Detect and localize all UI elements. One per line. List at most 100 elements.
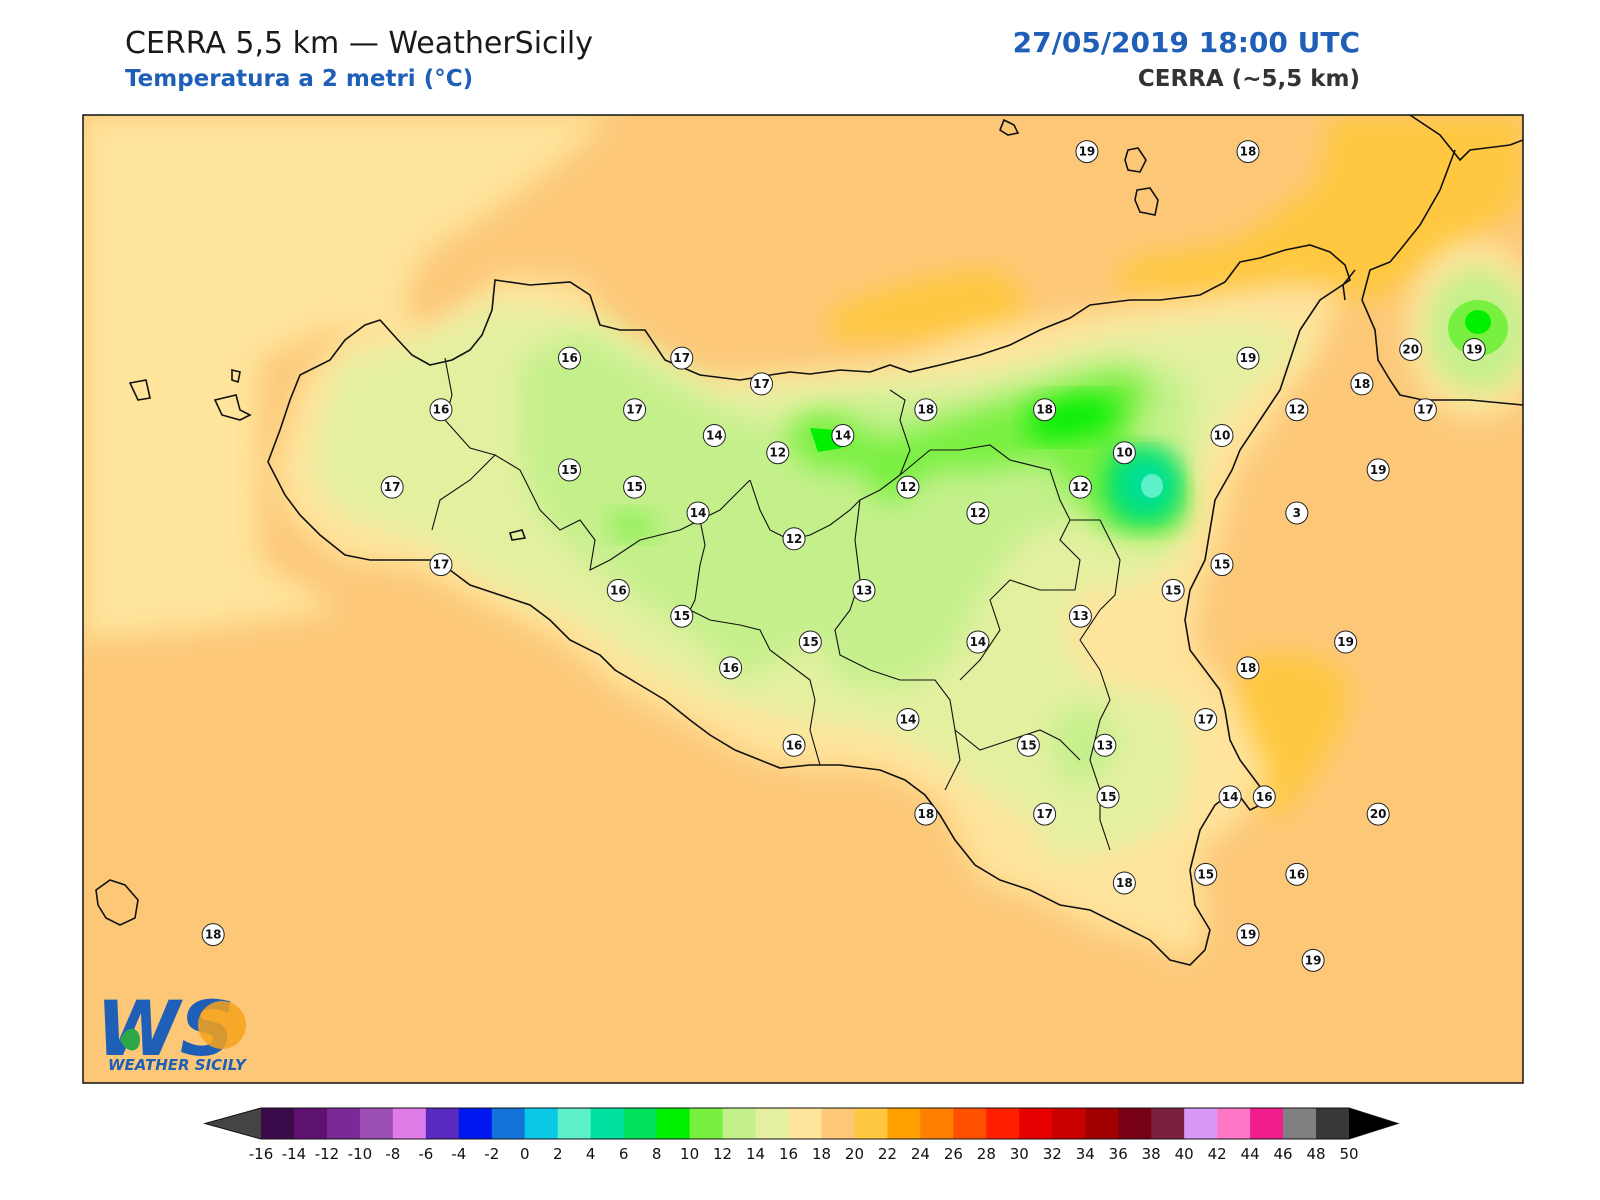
station-value: 15 (802, 635, 819, 649)
station-value: 19 (1240, 351, 1257, 365)
station-value: 16 (433, 403, 450, 417)
colorbar-tick-label: 26 (944, 1145, 963, 1163)
colorbar-tick-label: 50 (1339, 1145, 1358, 1163)
station-marker: 15 (1194, 862, 1218, 886)
station-marker: 18 (1112, 871, 1136, 895)
colorbar-tick-label: -8 (385, 1145, 400, 1163)
station-value: 18 (1240, 661, 1257, 675)
colorbar-tick-label: -14 (282, 1145, 307, 1163)
colorbar: -16 -14 -12 -10 -8 -6 -4 -2 0 2 4 6 8 10 12 14 16 18 20 22 2… (203, 1107, 1400, 1163)
colorbar-tick-label: 38 (1142, 1145, 1161, 1163)
station-marker: 16 (782, 733, 806, 757)
station-value: 16 (1288, 867, 1305, 881)
station-marker: 15 (558, 458, 582, 482)
station-marker: 12 (966, 501, 990, 525)
station-value: 18 (1240, 145, 1257, 159)
colorbar-tick-label: 44 (1241, 1145, 1260, 1163)
station-value: 12 (970, 506, 987, 520)
station-marker: 17 (1033, 802, 1057, 826)
colorbar-swatch (1250, 1108, 1284, 1139)
colorbar-swatch (491, 1108, 526, 1139)
station-value: 14 (970, 635, 987, 649)
colorbar-tick-label: 2 (553, 1145, 563, 1163)
station-marker: 10 (1210, 424, 1234, 448)
colorbar-tick-label: 0 (520, 1145, 530, 1163)
station-value: 13 (1072, 609, 1089, 623)
colorbar-swatch (755, 1108, 790, 1139)
colorbar-swatch (788, 1108, 822, 1139)
colorbar-tick-label: 30 (1010, 1145, 1029, 1163)
colorbar-swatch (1085, 1108, 1119, 1139)
station-value: 15 (1197, 867, 1214, 881)
colorbar-swatch (293, 1108, 328, 1139)
colorbar-tick-label: 18 (812, 1145, 831, 1163)
temperature-field (83, 115, 1523, 1083)
station-marker: 19 (1301, 948, 1325, 972)
colorbar-swatch (623, 1108, 658, 1139)
station-marker: 13 (852, 578, 876, 602)
station-value: 16 (1256, 790, 1273, 804)
station-value: 3 (1293, 506, 1301, 520)
colorbar-swatch (326, 1108, 361, 1139)
station-value: 17 (1036, 807, 1053, 821)
station-marker: 17 (750, 372, 774, 396)
station-marker: 19 (1075, 140, 1099, 164)
colorbar-swatch (1316, 1108, 1350, 1139)
weathersicily-logo: WS WEATHER SICILY (96, 984, 248, 1074)
station-value: 15 (673, 609, 690, 623)
colorbar-tick-label: 8 (652, 1145, 662, 1163)
colorbar-swatch (1184, 1108, 1218, 1139)
colorbar-swatch (1019, 1108, 1053, 1139)
station-marker: 13 (1068, 604, 1092, 628)
station-marker: 17 (429, 553, 453, 577)
colorbar-tick-label: 22 (878, 1145, 897, 1163)
station-marker: 18 (1236, 656, 1260, 680)
station-value: 14 (1222, 790, 1239, 804)
station-value: 17 (433, 558, 450, 572)
station-marker: 12 (1068, 475, 1092, 499)
station-value: 19 (1337, 635, 1354, 649)
station-marker: 19 (1334, 630, 1358, 654)
station-value: 17 (1197, 712, 1214, 726)
colorbar-swatch (1151, 1108, 1185, 1139)
station-value: 20 (1370, 807, 1387, 821)
station-value: 12 (1288, 403, 1305, 417)
colorbar-tick-label: 12 (713, 1145, 732, 1163)
colorbar-swatch (524, 1108, 559, 1139)
station-value: 17 (673, 351, 690, 365)
station-marker: 19 (1462, 337, 1486, 361)
station-marker: 15 (623, 475, 647, 499)
station-marker: 20 (1366, 802, 1390, 826)
station-value: 13 (856, 583, 873, 597)
station-marker: 16 (606, 578, 630, 602)
colorbar-swatch (1283, 1108, 1317, 1139)
station-value: 19 (1305, 953, 1322, 967)
colorbar-swatch (986, 1108, 1020, 1139)
station-value: 18 (1036, 403, 1053, 417)
station-value: 12 (900, 480, 917, 494)
station-value: 14 (706, 429, 723, 443)
colorbar-swatch (359, 1108, 394, 1139)
colorbar-swatch (854, 1108, 888, 1139)
colorbar-swatch (261, 1108, 295, 1139)
colorbar-under-arrow (205, 1108, 261, 1139)
station-value: 19 (1370, 463, 1387, 477)
station-marker: 14 (966, 630, 990, 654)
station-marker: 18 (1033, 398, 1057, 422)
station-value: 13 (1096, 738, 1113, 752)
colorbar-swatch (458, 1108, 493, 1139)
station-value: 15 (1100, 790, 1117, 804)
colorbar-swatch (689, 1108, 724, 1139)
colorbar-swatch (1052, 1108, 1086, 1139)
station-value: 15 (1214, 558, 1231, 572)
colorbar-swatch (557, 1108, 592, 1139)
colorbar-tick-label: 6 (619, 1145, 629, 1163)
station-value: 16 (610, 583, 627, 597)
station-value: 17 (1417, 403, 1434, 417)
colorbar-swatch (920, 1108, 954, 1139)
station-value: 18 (917, 403, 934, 417)
colorbar-tick-label: 28 (977, 1145, 996, 1163)
colorbar-tick-label: 46 (1274, 1145, 1293, 1163)
colorbar-tick-label: 32 (1043, 1145, 1062, 1163)
